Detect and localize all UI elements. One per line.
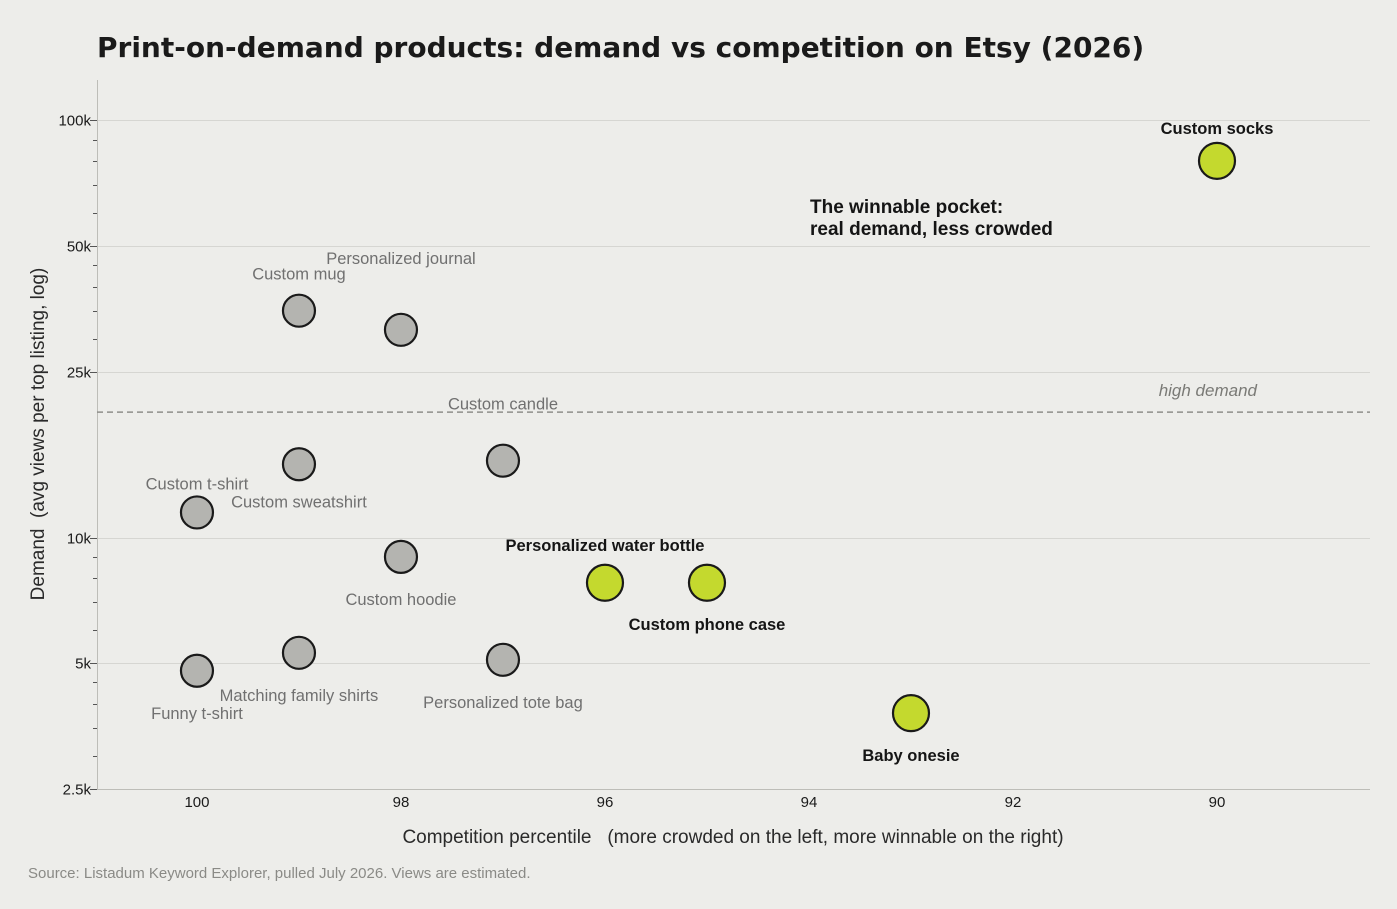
y-tick-label: 5k bbox=[75, 656, 91, 673]
label-custom-socks: Custom socks bbox=[1161, 120, 1274, 138]
point-custom-candle bbox=[485, 443, 521, 478]
label-custom-candle: Custom candle bbox=[448, 396, 558, 414]
x-tick-label: 92 bbox=[1005, 794, 1022, 811]
y-tick-label: 25k bbox=[67, 365, 92, 382]
label-custom-hoodie: Custom hoodie bbox=[345, 591, 456, 609]
y-axis-label: Demand (avg views per top listing, log) bbox=[28, 268, 49, 601]
y-tick-label: 100k bbox=[58, 113, 91, 130]
point-custom-t-shirt bbox=[281, 447, 317, 482]
point-personalized-water-bottle bbox=[687, 563, 727, 602]
label-personalized-journal: Personalized journal bbox=[326, 250, 476, 268]
axes: 2.5k 5k 10k 25k 50k 100k 100 98 96 94 92 90 bbox=[58, 80, 1370, 811]
y-tick-label: 2.5k bbox=[63, 782, 92, 799]
point-funny-t-shirt bbox=[179, 653, 215, 688]
label-custom-mug: Custom mug bbox=[252, 266, 346, 284]
point-baby-onesie bbox=[891, 694, 931, 733]
x-tick-label: 96 bbox=[597, 794, 614, 811]
labels-layer: Custom socks Personalized water bottle Cus… bbox=[146, 120, 1274, 765]
source-note: Source: Listadum Keyword Explorer, pulle… bbox=[28, 865, 531, 882]
point-custom-mug bbox=[281, 293, 317, 328]
x-tick-label: 100 bbox=[184, 794, 209, 811]
point-custom-sweatshirt bbox=[179, 495, 215, 530]
points-layer bbox=[179, 141, 1237, 733]
y-tick-label: 50k bbox=[67, 239, 92, 256]
x-tick-label: 98 bbox=[393, 794, 410, 811]
x-tick-label: 94 bbox=[801, 794, 818, 811]
label-matching-family-shirts: Matching family shirts bbox=[220, 687, 379, 705]
label-custom-phone-case: Custom phone case bbox=[629, 616, 786, 634]
label-baby-onesie: Baby onesie bbox=[862, 747, 959, 765]
point-personalized-tote-bag bbox=[485, 642, 521, 677]
annotation-line-2: real demand, less crowded bbox=[810, 219, 1053, 240]
label-personalized-tote-bag: Personalized tote bag bbox=[423, 694, 583, 712]
point-custom-phone-case bbox=[585, 563, 625, 602]
x-tick-label: 90 bbox=[1209, 794, 1226, 811]
x-axis-label: Competition percentile (more crowded on … bbox=[402, 827, 1063, 848]
chart-title: Print-on-demand products: demand vs comp… bbox=[97, 31, 1144, 64]
label-funny-t-shirt: Funny t-shirt bbox=[151, 705, 243, 723]
label-custom-sweatshirt: Custom sweatshirt bbox=[231, 493, 367, 511]
annotation-line-1: The winnable pocket: bbox=[810, 197, 1003, 218]
label-personalized-water-bottle: Personalized water bottle bbox=[505, 537, 704, 555]
high-demand-label: high demand bbox=[1159, 381, 1258, 400]
y-tick-label: 10k bbox=[67, 531, 92, 548]
label-custom-t-shirt: Custom t-shirt bbox=[146, 475, 249, 493]
grid bbox=[97, 120, 1370, 664]
reference-layer: high demand bbox=[97, 381, 1370, 413]
point-personalized-journal bbox=[383, 312, 419, 347]
point-matching-family-shirts bbox=[281, 635, 317, 670]
point-custom-socks bbox=[1197, 141, 1237, 180]
point-custom-hoodie bbox=[383, 539, 419, 574]
